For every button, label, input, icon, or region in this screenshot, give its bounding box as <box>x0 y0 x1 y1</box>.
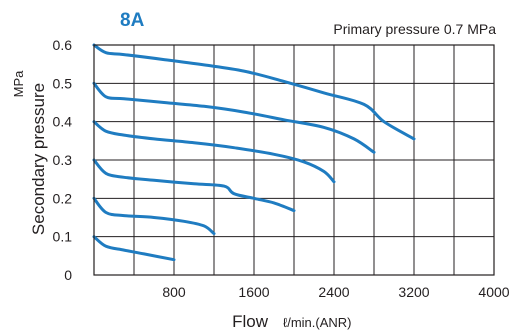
y-axis-label: Secondary pressure <box>29 83 48 235</box>
y-tick-labels: 0 0.1 0.2 0.3 0.4 0.5 0.6 <box>53 37 73 283</box>
plot-frame <box>93 44 495 276</box>
y-tick-label: 0.3 <box>53 152 73 168</box>
pressure-curve <box>92 158 296 213</box>
x-tick-labels: 800 1600 2400 3200 4000 <box>162 284 509 300</box>
y-tick-label: 0.2 <box>53 190 73 206</box>
pressure-curve <box>92 120 336 184</box>
y-tick-label: 0 <box>64 267 72 283</box>
x-tick-label: 3200 <box>398 284 429 300</box>
pressure-curve <box>92 43 416 141</box>
x-axis-label: Flow <box>232 312 269 331</box>
y-tick-label: 0.4 <box>53 114 73 130</box>
y-tick-label: 0.1 <box>53 229 73 245</box>
primary-pressure-annotation: Primary pressure 0.7 MPa <box>333 21 496 37</box>
pressure-curves <box>92 43 416 262</box>
x-tick-label: 2400 <box>318 284 349 300</box>
chart-title: 8A <box>120 10 145 31</box>
y-tick-label: 0.5 <box>53 75 73 91</box>
grid-lines <box>94 45 494 275</box>
y-tick-label: 0.6 <box>53 37 73 53</box>
pressure-curve <box>92 81 376 154</box>
pressure-curve <box>92 235 176 262</box>
x-tick-label: 4000 <box>478 284 509 300</box>
x-axis-unit: ℓ/min.(ANR) <box>283 315 351 330</box>
y-axis-unit: MPa <box>11 70 26 98</box>
x-tick-label: 800 <box>162 284 186 300</box>
pressure-curve <box>92 196 216 236</box>
x-tick-label: 1600 <box>238 284 269 300</box>
